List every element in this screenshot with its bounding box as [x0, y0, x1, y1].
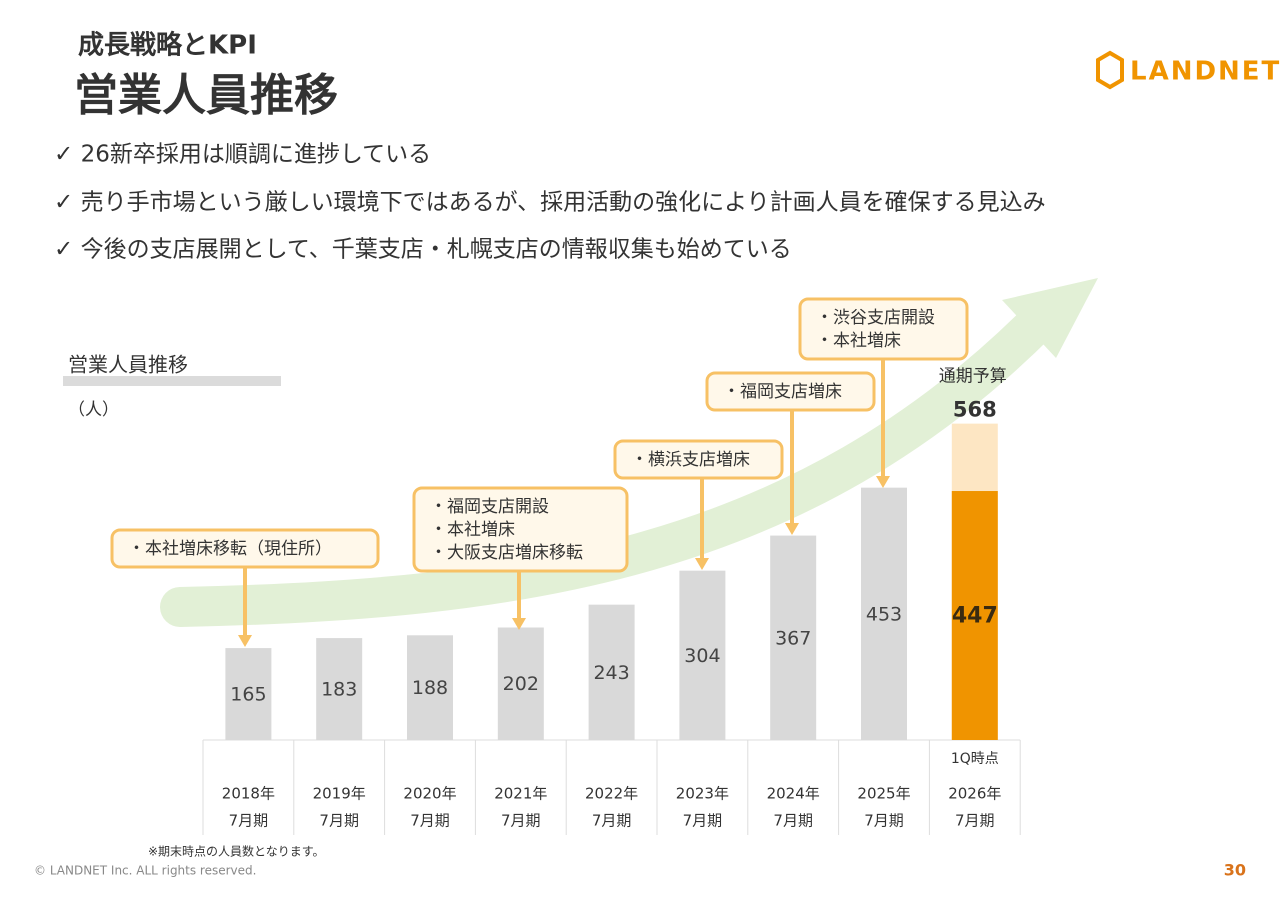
growth-arrow	[160, 300, 1060, 627]
title-underline	[63, 376, 281, 386]
annotation-text: ・本社増床移転（現住所）	[128, 539, 332, 559]
x-tick-label: 2024年	[767, 785, 820, 803]
x-tick-label: 2025年	[857, 785, 910, 803]
x-tick-label: 7月期	[410, 812, 450, 830]
bar	[679, 570, 726, 740]
unit-label: （人）	[68, 400, 119, 420]
annotation-arrowhead	[512, 618, 526, 630]
page-title: 営業人員推移	[74, 70, 338, 121]
annotation-box	[110, 528, 380, 569]
copyright: © LANDNET Inc. ALL rights reserved.	[34, 864, 256, 878]
value-label: 367	[775, 627, 811, 649]
value-label: 165	[230, 684, 266, 706]
value-label: 188	[412, 677, 448, 699]
budget-name: 通期予算	[939, 367, 1007, 387]
annotation-box	[705, 371, 876, 412]
period-note: 1Q時点	[951, 751, 999, 767]
annotation-box	[798, 297, 969, 361]
value-label: 202	[503, 673, 539, 695]
annotation-arrowhead	[695, 558, 709, 570]
annotation-text: ・福岡支店増床	[723, 382, 842, 402]
chart-title: 営業人員推移	[68, 353, 188, 377]
annotation-text: ・渋谷支店開設	[816, 308, 935, 328]
x-tick-label: 7月期	[955, 812, 995, 830]
logo: LANDNET	[1096, 50, 1280, 90]
annotation-text: ・横浜支店増床	[631, 450, 750, 470]
bar	[951, 491, 998, 740]
logo-mark	[1096, 50, 1124, 90]
bar	[770, 535, 817, 740]
value-label: 453	[866, 603, 902, 625]
value-label: 183	[321, 679, 357, 701]
x-tick-label: 7月期	[773, 812, 813, 830]
x-tick-label: 2019年	[313, 785, 366, 803]
annotation-text: ・福岡支店開設	[430, 497, 549, 517]
bar	[861, 487, 907, 740]
annotation-box	[613, 439, 784, 480]
annotation-arrowhead	[876, 476, 890, 488]
x-tick-label: 7月期	[229, 812, 269, 830]
annotation-text: ・本社増床	[816, 331, 901, 351]
annotation-text: ・大阪支店増床移転	[430, 543, 583, 563]
x-tick-label: 7月期	[683, 812, 723, 830]
annotation-arrowhead	[238, 635, 252, 647]
x-tick-label: 7月期	[319, 812, 359, 830]
x-tick-label: 2023年	[676, 785, 729, 803]
bullet: ✓ 売り手市場という厳しい環境下ではあるが、採用活動の強化により計画人員を確保す…	[54, 190, 1046, 216]
annotation-box	[412, 486, 629, 573]
bar	[225, 648, 272, 740]
value-label: 304	[684, 645, 720, 667]
x-tick-label: 2018年	[222, 785, 275, 803]
bullet: ✓ 今後の支店展開として、千葉支店・札幌支店の情報収集も始めている	[54, 237, 792, 263]
annotation-text: ・本社増床	[430, 520, 515, 540]
bar	[497, 627, 544, 740]
section-title: 成長戦略とKPI	[78, 30, 257, 61]
x-tick-label: 7月期	[864, 812, 904, 830]
value-label: 447	[952, 604, 998, 629]
bar	[407, 635, 453, 740]
annotation-arrowhead	[785, 523, 799, 535]
value-label: 243	[593, 662, 629, 684]
page-number: 30	[1224, 861, 1246, 880]
x-tick-label: 7月期	[592, 812, 632, 830]
budget-label: 568	[953, 398, 997, 422]
logo-text: LANDNET	[1130, 57, 1280, 87]
x-tick-label: 7月期	[501, 812, 541, 830]
growth-arrow-head	[1002, 278, 1098, 358]
x-tick-label: 2021年	[494, 785, 547, 803]
x-tick-label: 2020年	[403, 785, 456, 803]
footnote: ※期末時点の人員数となります。	[148, 844, 325, 859]
bullet: ✓ 26新卒採用は順調に進捗している	[54, 142, 431, 168]
bar	[316, 638, 363, 740]
x-tick-label: 2022年	[585, 785, 638, 803]
bar	[588, 604, 635, 740]
x-tick-label: 2026年	[948, 785, 1001, 803]
